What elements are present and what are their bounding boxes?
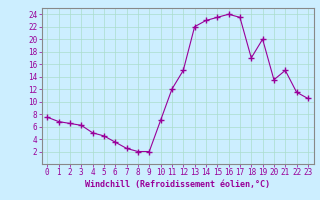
X-axis label: Windchill (Refroidissement éolien,°C): Windchill (Refroidissement éolien,°C) xyxy=(85,180,270,189)
